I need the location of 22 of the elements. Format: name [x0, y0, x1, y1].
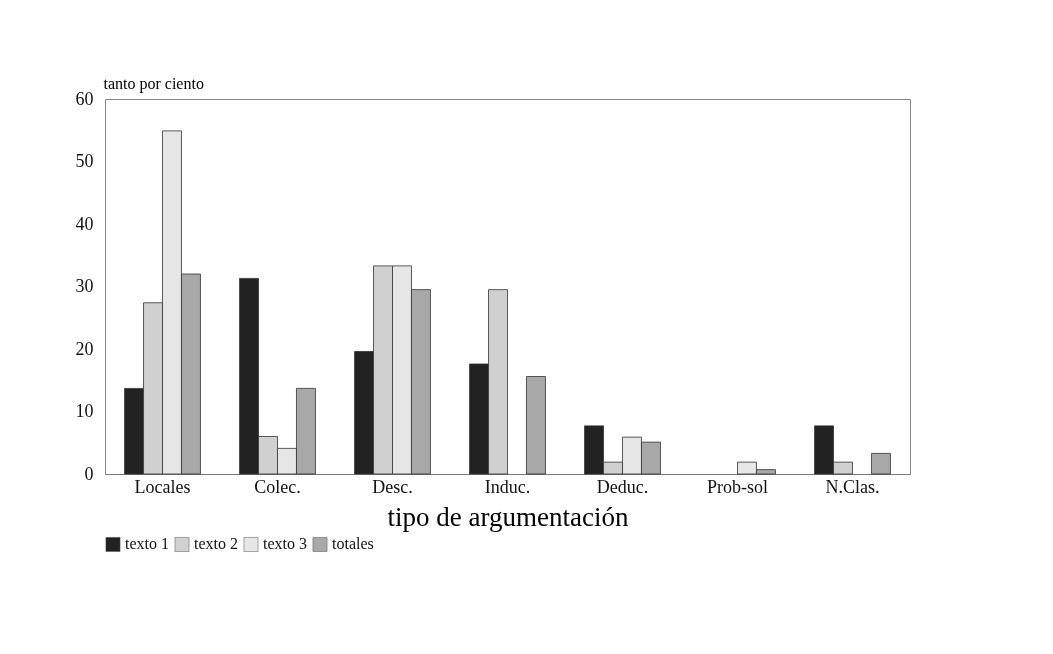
x-tick-label: Locales — [134, 476, 191, 497]
legend-label: texto 1 — [125, 535, 169, 553]
x-tick-label: Colec. — [254, 476, 301, 497]
legend-label: totales — [332, 535, 374, 553]
bar — [526, 376, 546, 475]
x-axis-title: tipo de argumentación — [387, 501, 629, 532]
y-tick-label: 40 — [75, 213, 94, 234]
y-tick-label: 20 — [75, 338, 94, 359]
x-tick-label: N.Clas. — [825, 476, 880, 497]
legend-label: texto 3 — [263, 535, 307, 553]
y-axis-title: tanto por ciento — [103, 74, 204, 93]
y-tick-label: 10 — [75, 401, 94, 421]
y-tick-label: 0 — [84, 463, 94, 484]
y-tick-label: 30 — [75, 276, 94, 296]
x-tick-label: Deduc. — [596, 476, 649, 497]
x-tick-label: Induc. — [484, 476, 531, 497]
bar — [871, 452, 891, 475]
y-tick-label: 60 — [75, 88, 94, 109]
x-tick-label: Prob-sol — [706, 476, 769, 497]
y-tick-label: 50 — [75, 151, 94, 171]
legend-label: texto 2 — [194, 535, 238, 553]
x-tick-label: Desc. — [372, 476, 413, 497]
